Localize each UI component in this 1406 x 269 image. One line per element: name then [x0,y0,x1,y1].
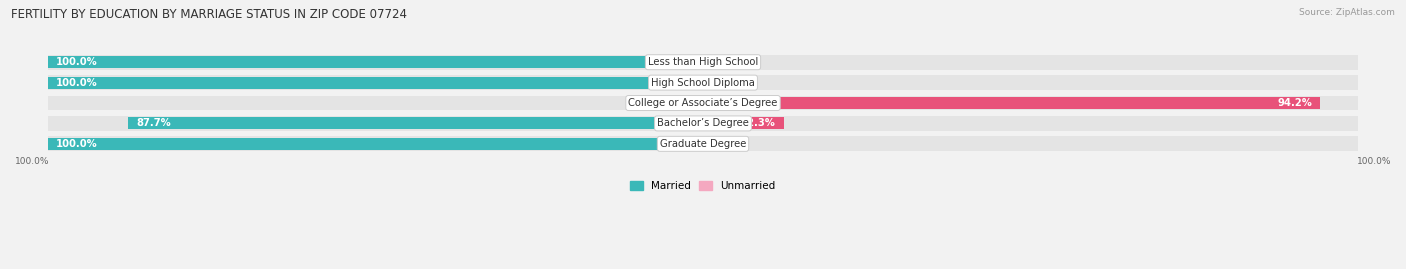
Text: High School Diploma: High School Diploma [651,78,755,88]
Text: 0.0%: 0.0% [713,57,738,67]
Bar [703,136,1358,151]
Text: FERTILITY BY EDUCATION BY MARRIAGE STATUS IN ZIP CODE 07724: FERTILITY BY EDUCATION BY MARRIAGE STATU… [11,8,408,21]
Legend: Married, Unmarried: Married, Unmarried [626,177,780,196]
Bar [703,75,1358,90]
Text: 0.0%: 0.0% [713,78,738,88]
Bar [48,136,703,151]
Text: 100.0%: 100.0% [56,78,97,88]
Bar [48,56,703,68]
Text: 100.0%: 100.0% [56,139,97,149]
Text: Graduate Degree: Graduate Degree [659,139,747,149]
Bar [703,55,1358,70]
Bar [703,96,1358,110]
Text: Source: ZipAtlas.com: Source: ZipAtlas.com [1299,8,1395,17]
Bar [48,77,703,89]
Bar [665,97,703,109]
Text: 100.0%: 100.0% [56,57,97,67]
Bar [48,116,703,131]
Bar [48,75,703,90]
Bar [703,116,1358,131]
Text: 100.0%: 100.0% [1357,157,1391,166]
Bar [703,97,1320,109]
Text: 87.7%: 87.7% [136,118,172,128]
Bar [128,117,703,129]
Text: 12.3%: 12.3% [741,118,776,128]
Text: College or Associate’s Degree: College or Associate’s Degree [628,98,778,108]
Bar [48,96,703,110]
Text: 100.0%: 100.0% [15,157,49,166]
Bar [48,138,703,150]
Text: Bachelor’s Degree: Bachelor’s Degree [657,118,749,128]
Text: Less than High School: Less than High School [648,57,758,67]
Text: 0.0%: 0.0% [713,139,738,149]
Text: 5.8%: 5.8% [673,98,700,108]
Text: 94.2%: 94.2% [1278,98,1312,108]
Bar [48,55,703,70]
Bar [703,117,783,129]
